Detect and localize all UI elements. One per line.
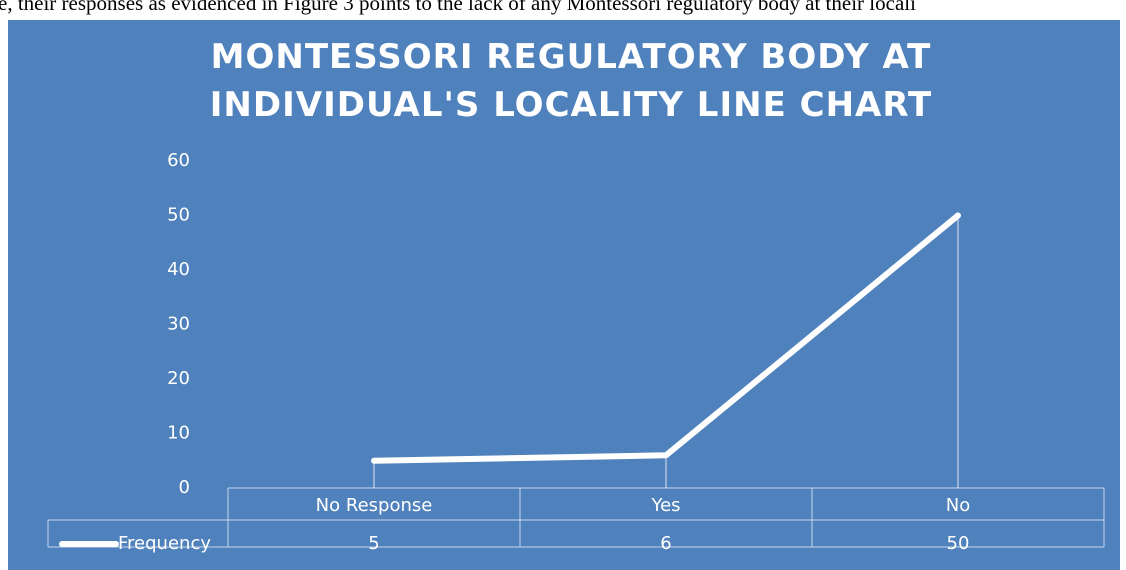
y-tick-label: 20 (167, 368, 190, 389)
y-tick-label: 40 (167, 259, 190, 280)
table-value: 50 (947, 533, 970, 554)
legend-label: Frequency (118, 533, 211, 554)
table-value: 6 (660, 533, 671, 554)
page-bg (0, 0, 1126, 20)
table-value: 5 (368, 533, 379, 554)
chart-title: INDIVIDUAL'S LOCALITY LINE CHART (210, 85, 932, 125)
x-tick-label: No Response (316, 495, 433, 516)
series-line (371, 212, 961, 464)
x-tick-label: No (946, 495, 970, 516)
y-tick-label: 0 (179, 477, 190, 498)
y-tick-label: 10 (167, 423, 190, 444)
page-text: e, their responses as evidenced in Figur… (0, 0, 916, 15)
chart-area (8, 20, 1120, 570)
chart-title: MONTESSORI REGULATORY BODY AT (211, 37, 932, 77)
y-tick-label: 30 (167, 314, 190, 335)
y-tick-label: 60 (167, 150, 190, 171)
y-tick-label: 50 (167, 205, 190, 226)
x-tick-label: Yes (650, 495, 680, 516)
